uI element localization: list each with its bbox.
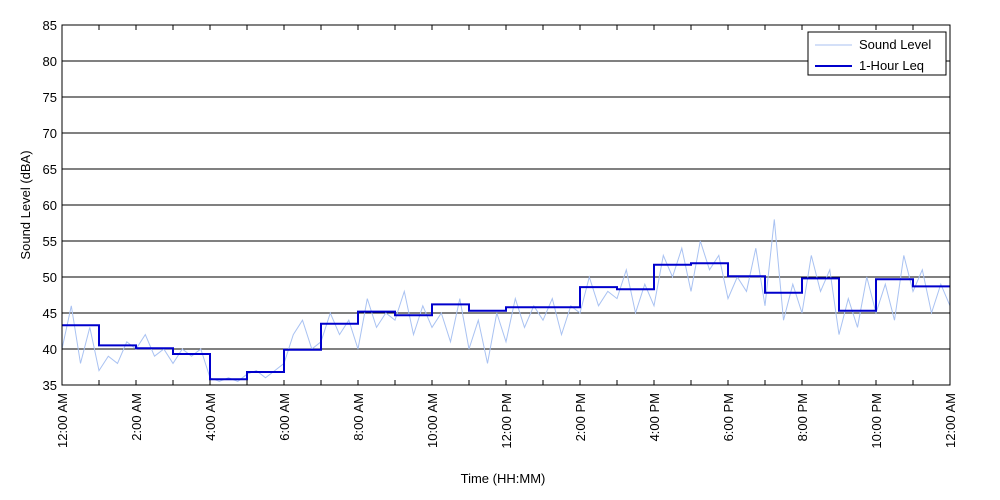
y-tick-label-80: 80 bbox=[43, 54, 57, 69]
x-tick-label-6: 12:00 PM bbox=[499, 393, 514, 449]
x-tick-label-11: 10:00 PM bbox=[869, 393, 884, 449]
legend-box bbox=[807, 31, 947, 76]
y-tick-label-55: 55 bbox=[43, 234, 57, 249]
y-axis-label: Sound Level (dBA) bbox=[18, 150, 33, 259]
y-tick-label-75: 75 bbox=[43, 90, 57, 105]
leq-step-line bbox=[62, 262, 950, 381]
x-tick-label-4: 8:00 AM bbox=[351, 393, 366, 441]
y-tick-label-40: 40 bbox=[43, 342, 57, 357]
y-tick-label-35: 35 bbox=[43, 378, 57, 393]
y-tick-label-45: 45 bbox=[43, 306, 57, 321]
x-tick-label-3: 6:00 AM bbox=[277, 393, 292, 441]
x-axis-label: Time (HH:MM) bbox=[461, 471, 546, 486]
x-tick-label-9: 6:00 PM bbox=[721, 393, 736, 441]
x-tick-label-5: 10:00 AM bbox=[425, 393, 440, 448]
y-tick-label-70: 70 bbox=[43, 126, 57, 141]
legend-label-leq: 1-Hour Leq bbox=[859, 58, 924, 73]
x-tick-label-12: 12:00 AM bbox=[943, 393, 958, 448]
y-axis-ticks: 35 40 45 50 55 60 65 70 75 80 85 bbox=[43, 18, 67, 393]
legend-label-sound-level: Sound Level bbox=[859, 37, 931, 52]
legend: Sound Level 1-Hour Leq bbox=[807, 31, 947, 76]
leq-series bbox=[62, 262, 950, 381]
y-tick-label-60: 60 bbox=[43, 198, 57, 213]
x-tick-label-8: 4:00 PM bbox=[647, 393, 662, 441]
y-tick-label-50: 50 bbox=[43, 270, 57, 285]
x-tick-label-1: 2:00 AM bbox=[129, 393, 144, 441]
x-axis-ticks: 12:00 AM 2:00 AM 4:00 AM 6:00 AM 8:00 AM 10:0… bbox=[55, 25, 958, 449]
x-tick-label-10: 8:00 PM bbox=[795, 393, 810, 441]
y-tick-label-65: 65 bbox=[43, 162, 57, 177]
x-tick-label-0: 12:00 AM bbox=[55, 393, 70, 448]
x-tick-label-2: 4:00 AM bbox=[203, 393, 218, 441]
x-tick-label-7: 2:00 PM bbox=[573, 393, 588, 441]
y-tick-label-85: 85 bbox=[43, 18, 57, 33]
